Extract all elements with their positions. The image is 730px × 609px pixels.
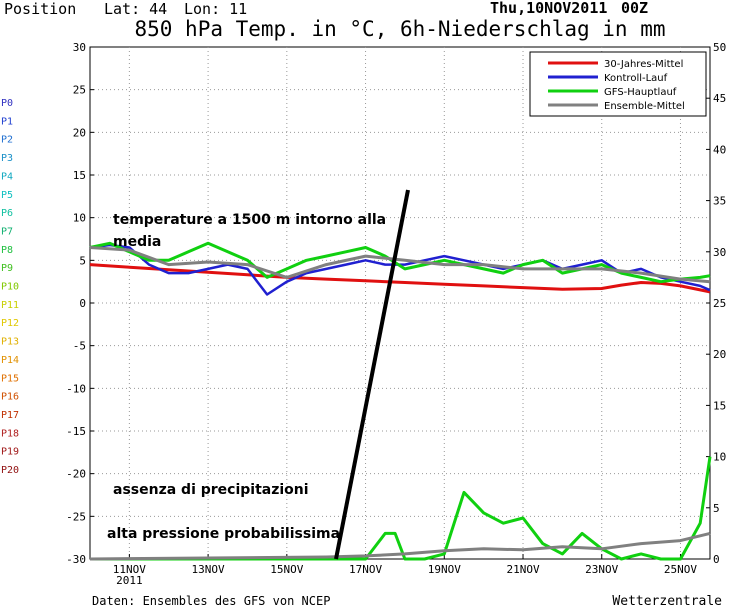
member-label: P3: [1, 153, 13, 164]
left-tick-label: 0: [79, 297, 86, 310]
annotation-arrow-line: [334, 189, 410, 560]
right-tick-label: 40: [713, 143, 726, 156]
x-tick-label: 25NOV: [664, 563, 697, 576]
series-line-ensemble-mittel: [89, 246, 711, 284]
member-label: P7: [1, 226, 13, 237]
right-tick-label: 25: [713, 297, 726, 310]
right-tick-label: 30: [713, 246, 726, 259]
left-tick-label: -5: [73, 340, 86, 353]
member-label: P6: [1, 208, 13, 219]
legend-label-gfs-main: GFS-Hauptlauf: [604, 87, 677, 98]
member-label: P13: [1, 337, 19, 348]
x-year-label: 2011: [116, 574, 143, 587]
footer-source: Daten: Ensembles des GFS von NCEP: [92, 594, 330, 608]
left-tick-label: 5: [79, 254, 86, 267]
x-tick-label: 13NOV: [192, 563, 225, 576]
right-tick-label: 50: [713, 41, 726, 54]
left-tick-label: -25: [66, 510, 86, 523]
x-tick-label: 21NOV: [506, 563, 539, 576]
footer-brand: Wetterzentrale: [612, 594, 722, 609]
left-tick-label: -15: [66, 425, 86, 438]
series-line-ensemble-mittel-precip: [89, 531, 711, 561]
left-tick-label: -10: [66, 382, 86, 395]
series-line-gfs-hauptlauf-precip: [90, 456, 712, 561]
member-label: P17: [1, 410, 19, 421]
x-tick-label: 15NOV: [270, 563, 303, 576]
right-tick-label: 35: [713, 195, 726, 208]
legend-label-30y-mean: 30-Jahres-Mittel: [604, 59, 683, 70]
x-tick-label: 23NOV: [585, 563, 618, 576]
member-label: P8: [1, 245, 13, 256]
legend-label-ensemble-mean: Ensemble-Mittel: [604, 101, 685, 112]
x-axis: 11NOV 13NOV 15NOV 17NOV 19NOV 21NOV 23NOV 25NOV…: [113, 554, 697, 587]
member-label: P9: [1, 263, 13, 274]
position-label: Position: [4, 0, 76, 18]
left-tick-label: -20: [66, 468, 86, 481]
x-tick-label: 17NOV: [349, 563, 382, 576]
member-label: P4: [1, 171, 13, 182]
member-label: P0: [1, 98, 13, 109]
legend-label-control-run: Kontroll-Lauf: [604, 73, 668, 84]
right-tick-label: 5: [713, 502, 720, 515]
member-label: P20: [1, 465, 19, 476]
x-tick-label: 19NOV: [428, 563, 461, 576]
x-tick-label: 11NOV: [113, 563, 146, 576]
member-label: P19: [1, 447, 19, 458]
member-label: P11: [1, 300, 19, 311]
member-label: P5: [1, 190, 13, 201]
run-time: 00Z: [621, 0, 648, 17]
annotation-temperature-line1: temperature a 1500 m intorno alla: [113, 212, 386, 228]
right-tick-label: 0: [713, 553, 720, 566]
legend: 30-Jahres-Mittel Kontroll-Lauf GFS-Haupt…: [529, 51, 707, 117]
member-label: P18: [1, 428, 19, 439]
member-label: P1: [1, 116, 13, 127]
latitude-label: Lat: 44: [104, 0, 167, 18]
member-label: P2: [1, 135, 13, 146]
annotation-no-precipitation: assenza di precipitazioni: [113, 482, 309, 498]
member-label: P10: [1, 282, 19, 293]
run-date: Thu,10NOV2011: [490, 0, 607, 17]
left-tick-label: 20: [73, 126, 86, 139]
annotation-temperature-line2: media: [113, 234, 161, 250]
left-tick-label: -30: [66, 553, 86, 566]
left-tick-label: 25: [73, 84, 86, 97]
left-axis: 30 25 20 15 10 5 0 -5 -10 -15 -20 -25 -30: [66, 41, 94, 566]
member-label: P14: [1, 355, 19, 366]
annotation-high-pressure: alta pressione probabilissima: [107, 526, 340, 542]
left-tick-label: 10: [73, 212, 86, 225]
longitude-label: Lon: 11: [184, 0, 247, 18]
member-label: P15: [1, 373, 19, 384]
left-tick-label: 30: [73, 41, 86, 54]
series-layer: [89, 241, 712, 561]
left-tick-label: 15: [73, 169, 86, 182]
right-tick-label: 10: [713, 451, 726, 464]
right-tick-label: 45: [713, 92, 726, 105]
right-tick-label: 15: [713, 399, 726, 412]
chart-title: 850 hPa Temp. in °C, 6h-Niederschlag in …: [134, 17, 665, 41]
ensemble-member-list: P0 P1 P2 P3 P4 P5 P6 P7 P8 P9 P10 P11 P12 P13 P14 P15 P1…: [1, 98, 19, 476]
right-tick-label: 20: [713, 348, 726, 361]
member-label: P12: [1, 318, 19, 329]
member-label: P16: [1, 392, 19, 403]
series-line-30-jahres-mittel: [89, 263, 711, 294]
